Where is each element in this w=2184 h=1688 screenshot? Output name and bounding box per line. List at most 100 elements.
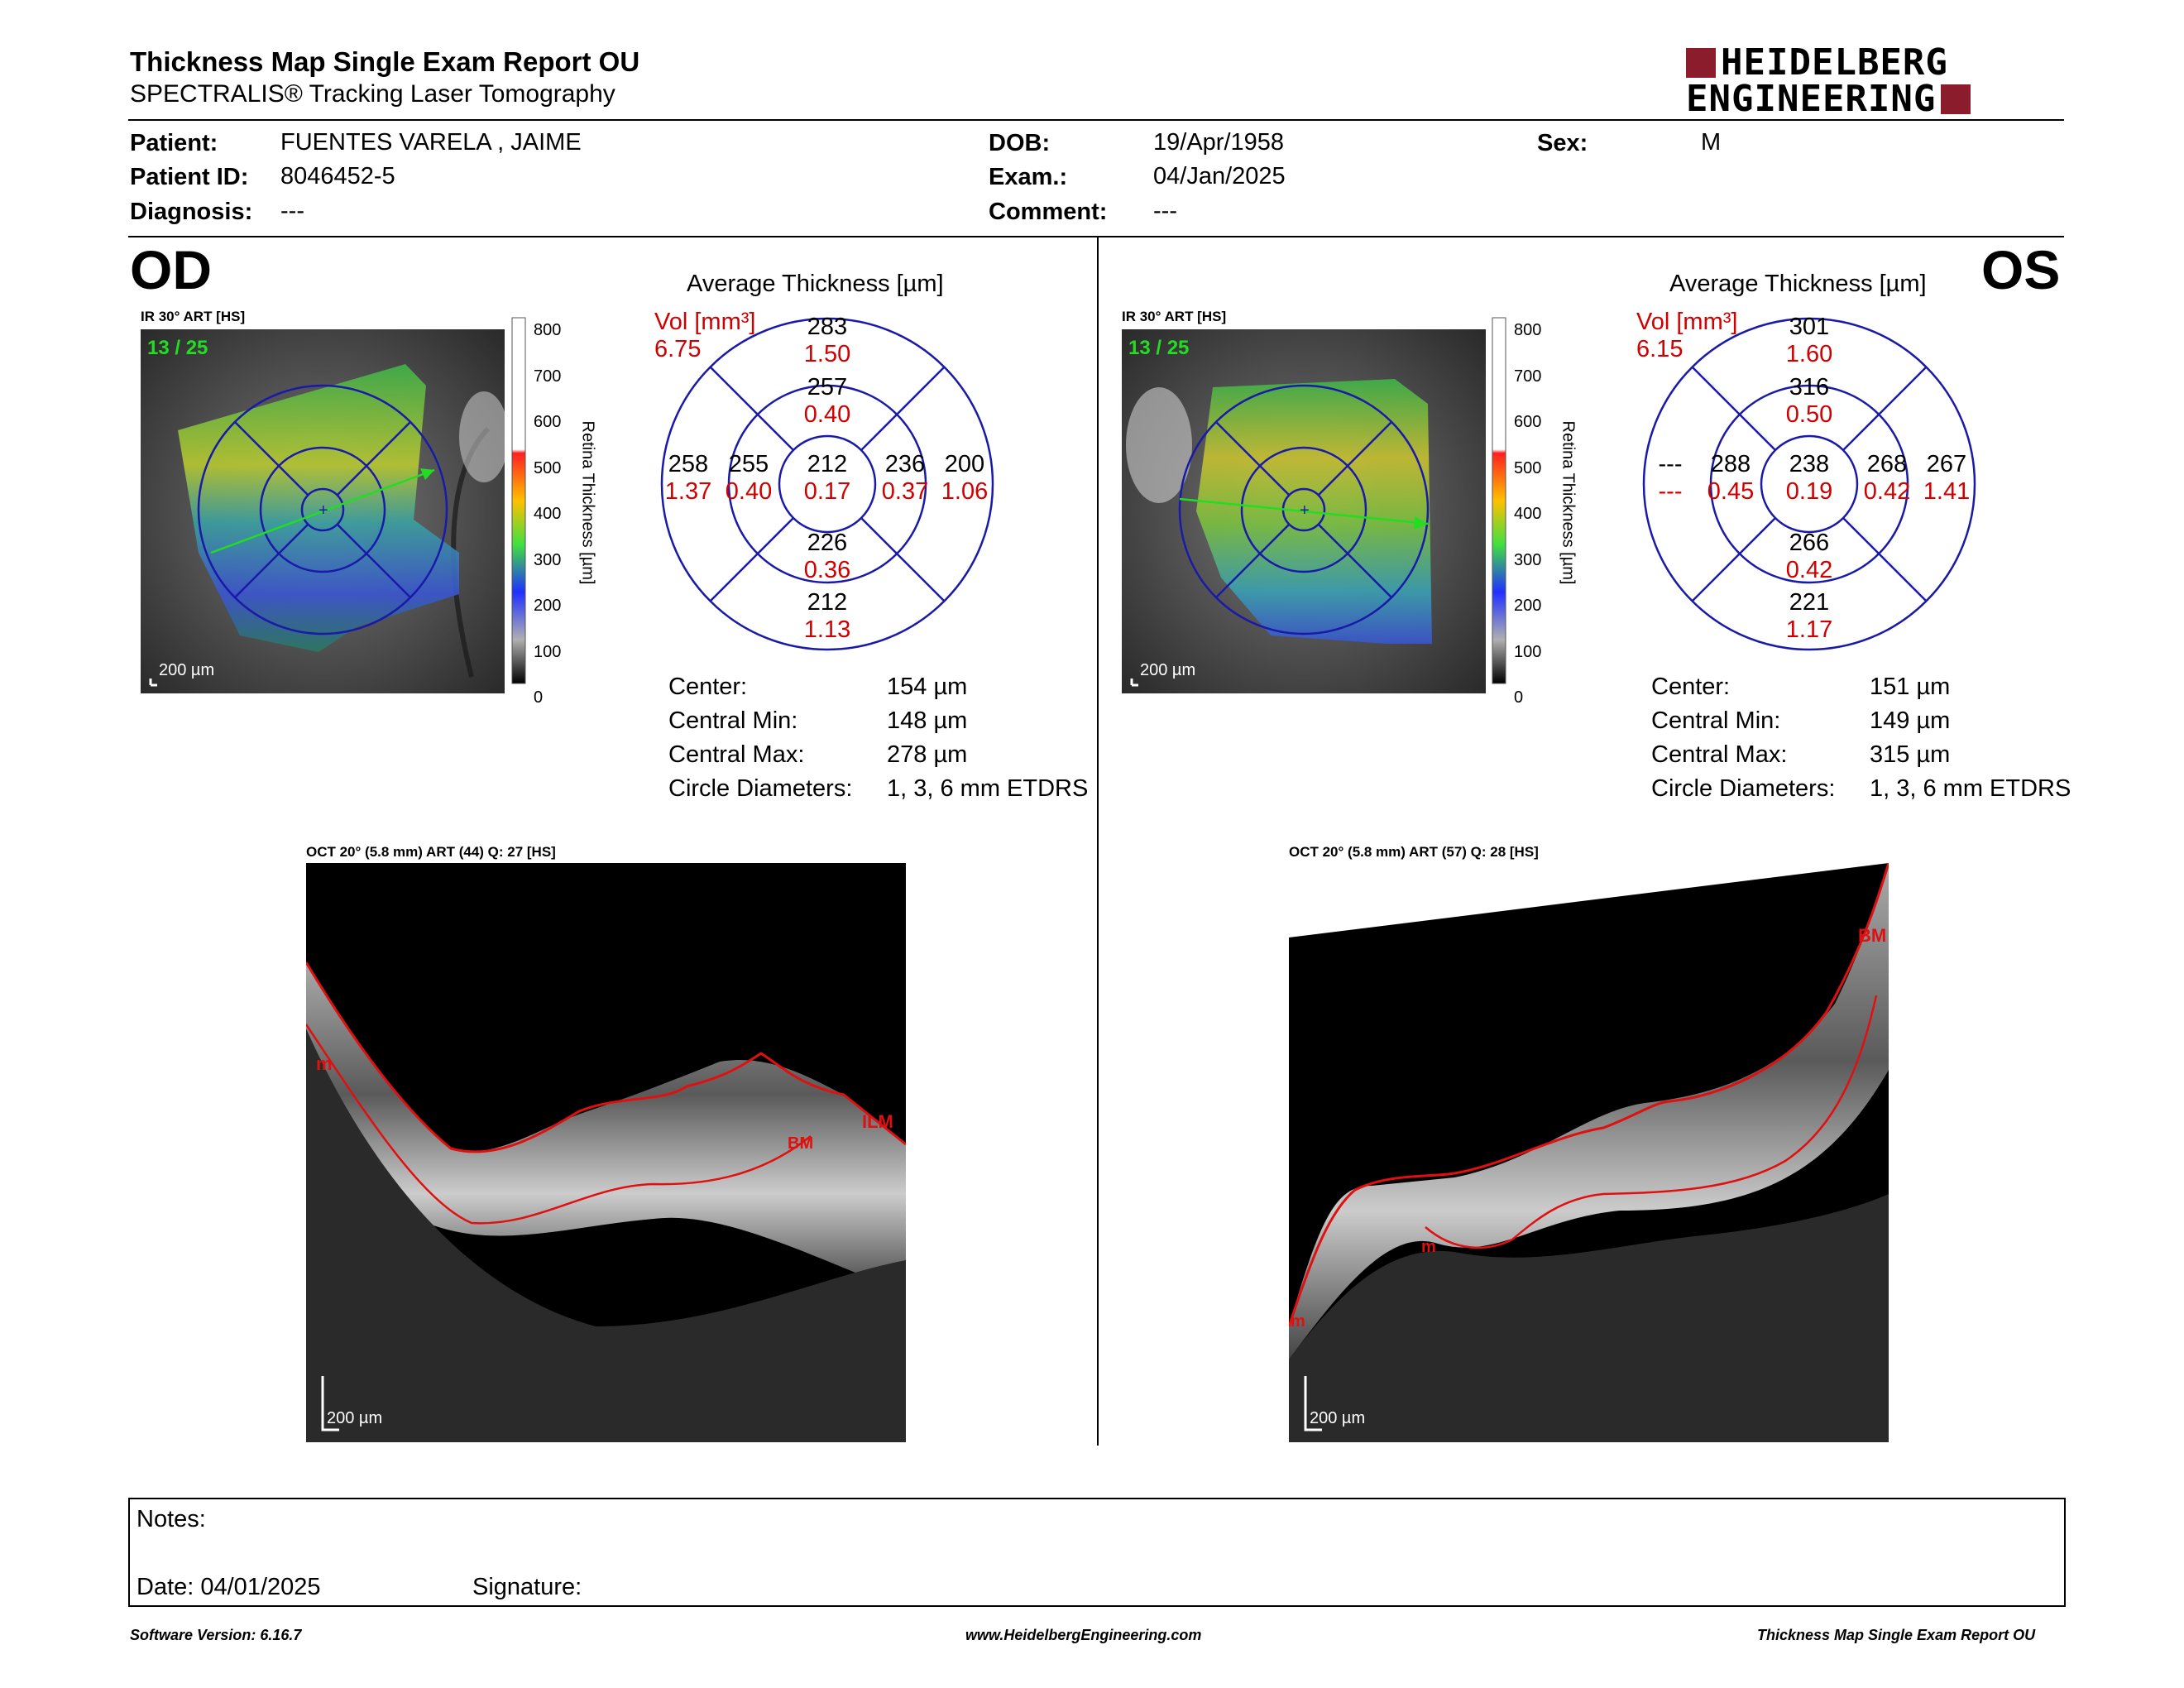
heidelberg-logo: HEIDELBERG ENGINEERING bbox=[1686, 45, 2069, 117]
od-oct-marker-m: m bbox=[316, 1053, 333, 1074]
os-ir-label: IR 30° ART [HS] bbox=[1122, 309, 1227, 324]
os-volume-value: 6.15 bbox=[1636, 336, 1684, 362]
os-tick-400: 400 bbox=[1514, 505, 1542, 523]
report-subtitle: SPECTRALIS® Tracking Laser Tomography bbox=[130, 80, 615, 108]
od-sector-inner-left: 255 0.40 bbox=[725, 451, 773, 505]
os-stat-min-value: 149 µm bbox=[1870, 707, 1951, 734]
eye-divider bbox=[1097, 237, 1099, 1446]
os-volume-label: Vol [mm³] bbox=[1636, 309, 1738, 335]
os-sector-inner-top: 316 0.50 bbox=[1785, 374, 1833, 428]
od-tick-200: 200 bbox=[534, 597, 562, 615]
os-stat-min-label: Central Min: bbox=[1651, 707, 1781, 734]
od-oct-marker-ilm: ILM bbox=[862, 1111, 893, 1132]
od-sector-outer-left: 258 1.37 bbox=[664, 451, 712, 505]
dob-label: DOB: bbox=[989, 130, 1051, 156]
patient-label: Patient: bbox=[130, 130, 218, 156]
os-stat-diam-value: 1, 3, 6 mm ETDRS bbox=[1870, 775, 2071, 802]
sex-label: Sex: bbox=[1537, 130, 1588, 156]
os-oct-marker-bm: BM bbox=[1858, 925, 1886, 946]
os-tick-600: 600 bbox=[1514, 413, 1542, 431]
od-stat-diam-value: 1, 3, 6 mm ETDRS bbox=[887, 775, 1089, 802]
svg-text:+: + bbox=[318, 501, 328, 520]
os-tick-300: 300 bbox=[1514, 550, 1542, 569]
od-oct-bscan: m ILM BM 200 µm bbox=[306, 863, 906, 1442]
footer-report-name: Thickness Map Single Exam Report OU bbox=[1757, 1627, 2036, 1643]
od-volume-label: Vol [mm³] bbox=[654, 309, 756, 335]
patient-divider bbox=[128, 236, 2064, 237]
logo-line-2: ENGINEERING bbox=[1686, 78, 1937, 120]
os-colorbar-ticks: 800 700 600 500 400 300 200 100 0 bbox=[1514, 308, 1541, 722]
od-ir-label: IR 30° ART [HS] bbox=[141, 309, 246, 324]
od-tick-0: 0 bbox=[534, 688, 544, 707]
od-tick-600: 600 bbox=[534, 413, 562, 431]
os-average-thickness-title: Average Thickness [µm] bbox=[1669, 271, 1927, 297]
od-tick-800: 800 bbox=[534, 321, 562, 339]
od-stat-center-value: 154 µm bbox=[887, 674, 968, 700]
os-stats-values: 151 µm 149 µm 315 µm 1, 3, 6 mm ETDRS bbox=[1870, 670, 2071, 806]
sex-value: M bbox=[1701, 129, 1722, 156]
os-stat-center-value: 151 µm bbox=[1870, 674, 1951, 700]
od-stat-max-value: 278 µm bbox=[887, 741, 968, 768]
header-divider bbox=[128, 119, 2064, 121]
footer-software-version: Software Version: 6.16.7 bbox=[130, 1627, 302, 1643]
os-tick-100: 100 bbox=[1514, 642, 1542, 661]
od-fundus-scale: 200 µm bbox=[159, 661, 214, 679]
od-colorbar-ticks: 800 700 600 500 400 300 200 100 0 bbox=[534, 308, 561, 722]
os-fundus-scale: 200 µm bbox=[1140, 661, 1195, 679]
logo-line-1: HEIDELBERG bbox=[1721, 41, 1948, 84]
od-tick-500: 500 bbox=[534, 458, 562, 477]
comment-value: --- bbox=[1153, 198, 1177, 224]
os-stat-diam-label: Circle Diameters: bbox=[1651, 775, 1836, 802]
os-sector-inner-bottom: 266 0.42 bbox=[1785, 530, 1833, 583]
os-oct-scale: 200 µm bbox=[1310, 1409, 1365, 1427]
os-oct-label: OCT 20° (5.8 mm) ART (57) Q: 28 [HS] bbox=[1289, 844, 1539, 860]
od-fundus-image: + 13 / 25 200 µm bbox=[141, 329, 509, 693]
os-sector-outer-bottom: 221 1.17 bbox=[1785, 589, 1833, 643]
os-etdrs-grid bbox=[1640, 314, 1979, 654]
os-tick-700: 700 bbox=[1514, 367, 1542, 386]
report-title: Thickness Map Single Exam Report OU bbox=[130, 46, 640, 77]
os-colorbar-axis-label: Retina Thickness [µm] bbox=[1559, 420, 1578, 585]
od-tick-300: 300 bbox=[534, 550, 562, 569]
od-stat-min-label: Central Min: bbox=[668, 707, 798, 734]
od-stat-diam-label: Circle Diameters: bbox=[668, 775, 853, 802]
od-sector-inner-right: 236 0.37 bbox=[881, 451, 929, 505]
os-stat-max-label: Central Max: bbox=[1651, 741, 1788, 768]
od-colorbar-axis-label: Retina Thickness [µm] bbox=[578, 420, 597, 585]
od-stats-values: 154 µm 148 µm 278 µm 1, 3, 6 mm ETDRS bbox=[887, 670, 1088, 806]
patient-id-value: 8046452-5 bbox=[280, 163, 395, 189]
os-oct-bscan: BM m m 200 µm bbox=[1289, 863, 1889, 1442]
od-frame-counter: 13 / 25 bbox=[147, 337, 208, 359]
exam-label: Exam.: bbox=[989, 164, 1068, 190]
logo-square-left bbox=[1686, 48, 1716, 78]
od-thickness-colorbar bbox=[510, 314, 639, 695]
footer-website[interactable]: www.HeidelbergEngineering.com bbox=[965, 1627, 1202, 1643]
os-thickness-colorbar bbox=[1491, 314, 1619, 695]
signature-label: Signature: bbox=[472, 1574, 582, 1600]
os-stat-max-value: 315 µm bbox=[1870, 741, 1951, 768]
od-tick-100: 100 bbox=[534, 642, 562, 661]
od-oct-scale: 200 µm bbox=[327, 1409, 382, 1427]
os-sector-outer-right: 267 1.41 bbox=[1923, 451, 1971, 505]
notes-box: Notes: Date: 04/01/2025 Signature: bbox=[128, 1498, 2066, 1607]
diagnosis-label: Diagnosis: bbox=[130, 199, 253, 225]
od-sector-outer-bottom: 212 1.13 bbox=[803, 589, 851, 643]
os-sector-inner-right: 268 0.42 bbox=[1863, 451, 1911, 505]
date-label: Date: 04/01/2025 bbox=[136, 1574, 321, 1600]
notes-label: Notes: bbox=[136, 1506, 206, 1532]
dob-value: 19/Apr/1958 bbox=[1153, 129, 1285, 156]
os-tick-500: 500 bbox=[1514, 458, 1542, 477]
od-stats: Center: Central Min: Central Max: Circle… bbox=[668, 670, 852, 806]
od-sector-outer-right: 200 1.06 bbox=[941, 451, 989, 505]
od-tick-700: 700 bbox=[534, 367, 562, 386]
od-oct-marker-bm: BM bbox=[788, 1134, 813, 1153]
os-sector-outer-left: --- --- bbox=[1658, 451, 1683, 505]
os-sector-outer-top: 301 1.60 bbox=[1785, 314, 1833, 367]
svg-text:+: + bbox=[1300, 501, 1310, 520]
od-eye-label: OD bbox=[130, 239, 212, 300]
od-tick-400: 400 bbox=[534, 505, 562, 523]
od-sector-inner-top: 257 0.40 bbox=[803, 374, 851, 428]
os-tick-0: 0 bbox=[1514, 688, 1524, 707]
os-tick-200: 200 bbox=[1514, 597, 1542, 615]
od-stat-max-label: Central Max: bbox=[668, 741, 805, 768]
